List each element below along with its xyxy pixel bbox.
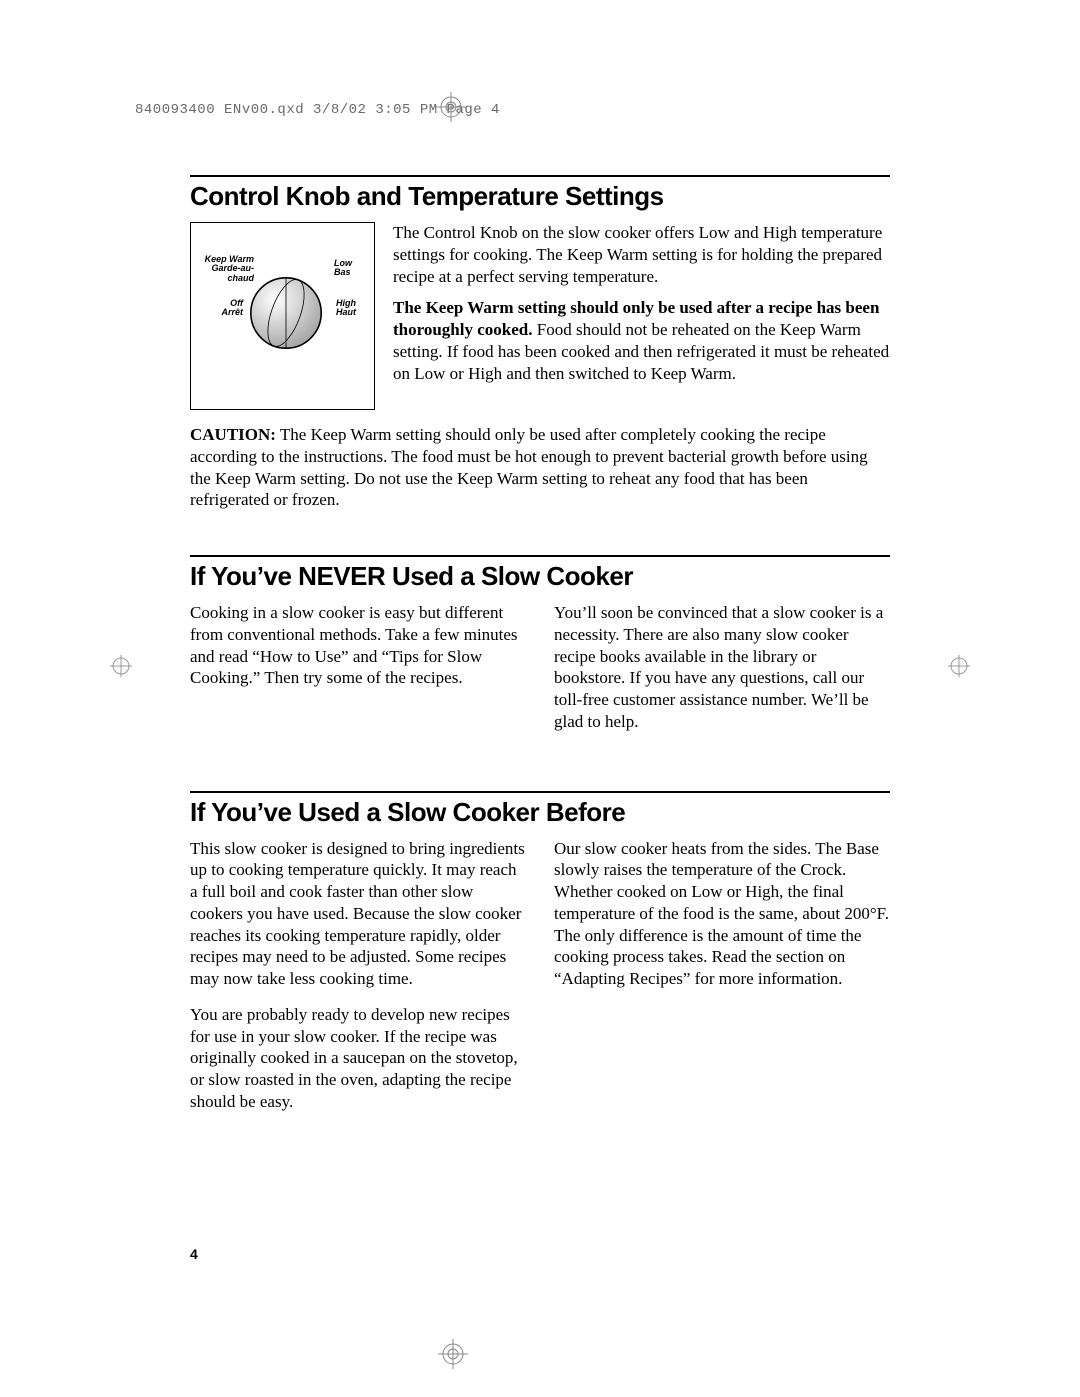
section1-body: Keep Warm Garde-au-chaud Low Bas Off Arr… [190,222,890,410]
section3-columns: This slow cooker is designed to bring in… [190,838,890,1127]
knob-label-off: Off Arrêt [217,299,243,318]
section1-text: The Control Knob on the slow cooker offe… [393,222,890,410]
registration-mark-top [436,92,466,122]
section-heading-control-knob: Control Knob and Temperature Settings [190,181,890,212]
knob-diagram: Keep Warm Garde-au-chaud Low Bas Off Arr… [190,222,375,410]
content-area: Control Knob and Temperature Settings Ke… [190,175,890,1127]
section3-col2: Our slow cooker heats from the sides. Th… [554,838,890,1127]
crop-mark-left [110,655,132,677]
section2-columns: Cooking in a slow cooker is easy but dif… [190,602,890,747]
section2-col1: Cooking in a slow cooker is easy but dif… [190,602,526,747]
crop-mark-right [948,655,970,677]
section-never-used: If You’ve NEVER Used a Slow Cooker Cooki… [190,555,890,747]
section-heading-never-used: If You’ve NEVER Used a Slow Cooker [190,561,890,592]
divider [190,175,890,177]
section1-para2: The Keep Warm setting should only be use… [393,297,890,384]
section1-para1: The Control Knob on the slow cooker offe… [393,222,890,287]
caution-paragraph: CAUTION: The Keep Warm setting should on… [190,424,890,511]
page: 840093400 ENv00.qxd 3/8/02 3:05 PM Page … [0,0,1080,1397]
registration-mark-bottom [438,1339,468,1369]
section-used-before: If You’ve Used a Slow Cooker Before This… [190,791,890,1127]
section-heading-used-before: If You’ve Used a Slow Cooker Before [190,797,890,828]
page-number: 4 [190,1246,198,1262]
section3-col1: This slow cooker is designed to bring in… [190,838,526,1127]
knob-label-high: High Haut [336,299,356,318]
knob-icon [246,273,326,353]
section2-col2: You’ll soon be convinced that a slow coo… [554,602,890,747]
divider [190,555,890,557]
divider [190,791,890,793]
knob-label-low: Low Bas [334,259,352,278]
